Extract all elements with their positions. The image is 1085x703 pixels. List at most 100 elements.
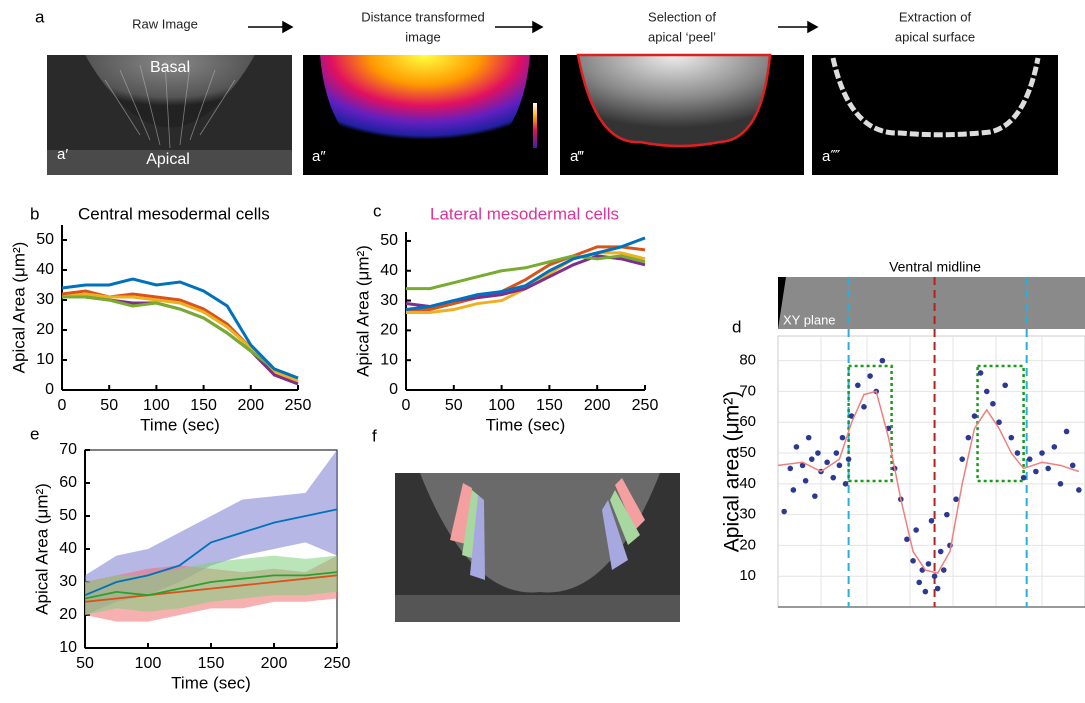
- series-line: [84, 508, 338, 597]
- point: [790, 487, 797, 493]
- x-tick-label: 100: [488, 397, 515, 414]
- x-tick-label: 100: [135, 655, 162, 672]
- image-distance: a″: [303, 55, 548, 175]
- point: [793, 444, 800, 450]
- x-tick-label: 50: [100, 397, 118, 414]
- point: [953, 496, 959, 503]
- y-tick-label: 30: [739, 506, 756, 523]
- image-surface: a⁗: [812, 55, 1058, 175]
- midline-strip: [778, 277, 1085, 329]
- point: [944, 511, 950, 518]
- image-label: a″: [312, 148, 326, 165]
- point: [787, 465, 794, 472]
- point: [1051, 444, 1058, 450]
- y-axis-label: Apical Area (μm²): [9, 242, 28, 374]
- point: [1069, 462, 1076, 469]
- point: [931, 573, 938, 580]
- point: [1020, 474, 1027, 481]
- y-tick-label: 50: [380, 232, 398, 249]
- point: [1063, 428, 1070, 435]
- x-tick-label: 250: [285, 397, 312, 414]
- y-tick-label: 50: [739, 444, 756, 461]
- point: [977, 370, 984, 376]
- y-tick-label: 20: [59, 606, 77, 623]
- strip-label: XY plane: [783, 312, 836, 327]
- point: [815, 450, 821, 456]
- x-tick-label: 150: [536, 397, 563, 414]
- panel-label: f: [372, 426, 377, 445]
- point: [839, 434, 846, 441]
- point: [1039, 450, 1045, 456]
- point: [830, 474, 837, 481]
- y-tick-label: 40: [739, 475, 756, 492]
- y-tick-label: 30: [36, 291, 54, 308]
- point: [1033, 468, 1039, 475]
- point: [845, 456, 852, 462]
- point: [1008, 434, 1015, 441]
- point: [934, 585, 941, 592]
- y-tick-label: 0: [389, 381, 398, 398]
- point: [867, 373, 873, 379]
- point: [913, 527, 919, 533]
- series-line: [61, 277, 299, 380]
- point: [833, 450, 840, 456]
- point: [842, 481, 849, 487]
- point: [990, 400, 996, 407]
- point: [1057, 481, 1064, 487]
- chart-title: Central mesodermal cells: [78, 204, 270, 223]
- x-tick-label: 200: [237, 397, 264, 414]
- point: [1045, 465, 1051, 472]
- point: [1076, 487, 1082, 493]
- step-title: apical surface: [895, 29, 975, 44]
- y-tick-label: 0: [45, 381, 54, 398]
- point: [925, 561, 932, 567]
- x-tick-label: 150: [190, 397, 217, 414]
- point: [808, 456, 815, 462]
- step-title: Distance transformed: [361, 9, 485, 24]
- y-tick-label: 70: [59, 441, 77, 458]
- point: [922, 588, 929, 595]
- series-line: [61, 292, 299, 383]
- y-tick-label: 20: [739, 536, 756, 553]
- point: [910, 558, 916, 564]
- y-tick-label: 60: [739, 413, 756, 430]
- point: [1026, 456, 1033, 462]
- point: [812, 493, 818, 499]
- point: [996, 419, 1002, 426]
- step-title: Raw Image: [132, 16, 198, 31]
- y-tick-label: 70: [739, 382, 756, 399]
- y-axis-label: Apical Area (μm²): [32, 483, 51, 615]
- point: [879, 357, 886, 364]
- x-tick-label: 200: [584, 397, 611, 414]
- point: [965, 434, 972, 441]
- point: [983, 388, 990, 395]
- x-tick-label: 150: [198, 655, 225, 672]
- y-tick-label: 80: [739, 352, 756, 369]
- point: [802, 477, 809, 484]
- point: [805, 434, 812, 441]
- plot-area: [777, 335, 1085, 608]
- step-title: image: [405, 29, 440, 44]
- x-axis-label: Time (sec): [171, 673, 251, 692]
- point: [1014, 450, 1021, 456]
- point: [799, 462, 806, 469]
- x-tick-label: 200: [261, 655, 288, 672]
- point: [1002, 382, 1008, 389]
- y-tick-label: 20: [36, 321, 54, 338]
- image-label: a⁗: [822, 148, 840, 165]
- panel-label: b: [30, 204, 39, 223]
- series-line: [405, 236, 646, 311]
- y-tick-label: 40: [380, 262, 398, 279]
- point: [836, 462, 843, 469]
- x-tick-label: 250: [632, 397, 659, 414]
- step-title: Selection of: [648, 9, 716, 24]
- chart-title: Lateral mesodermal cells: [430, 204, 619, 223]
- y-tick-label: 60: [59, 474, 77, 491]
- x-tick-label: 250: [324, 655, 351, 672]
- point: [959, 456, 965, 462]
- y-tick-label: 30: [59, 573, 77, 590]
- highlight-box: [847, 364, 893, 483]
- point: [928, 517, 935, 524]
- y-tick-label: 30: [380, 292, 398, 309]
- image-cross-section: [395, 473, 680, 622]
